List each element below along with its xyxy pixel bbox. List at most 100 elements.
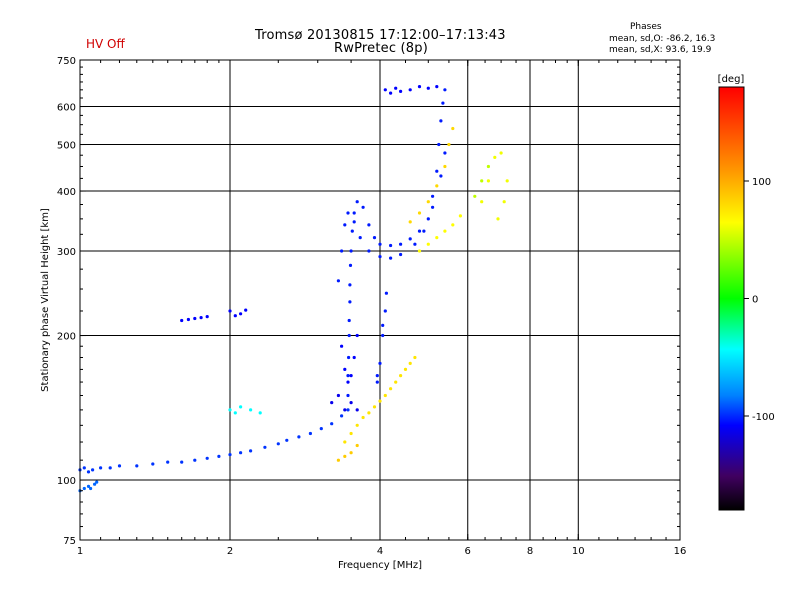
echo-point (381, 323, 385, 327)
echo-point (441, 101, 445, 105)
echo-point (349, 431, 353, 436)
echo-point (346, 211, 350, 215)
echo-point (431, 205, 435, 209)
y-tick-label: 750 (57, 56, 76, 67)
colorbar-tick-label: -100 (752, 412, 775, 423)
x-tick-label: 4 (377, 546, 383, 557)
phases-o-stats: mean, sd,O: -86.2, 16.3 (609, 34, 716, 44)
echo-point (249, 408, 253, 412)
echo-point (91, 468, 95, 472)
echo-point (389, 387, 393, 391)
echo-point (346, 380, 350, 384)
echo-point (86, 484, 91, 488)
echo-point (417, 229, 422, 233)
echo-point (381, 333, 385, 338)
echo-point (361, 415, 365, 420)
echo-point (443, 229, 447, 233)
echo-point (408, 88, 412, 92)
echo-point (151, 462, 155, 466)
echo-point (205, 456, 209, 460)
echo-point (348, 263, 353, 267)
echo-point (451, 223, 455, 227)
x-axis-label: Frequency [MHz] (338, 560, 422, 571)
echo-point (355, 443, 359, 448)
echo-point (383, 88, 387, 92)
echo-point (336, 458, 340, 462)
echo-point (99, 466, 103, 470)
echo-point (431, 194, 435, 198)
echo-point (349, 249, 353, 253)
echo-point (361, 205, 365, 209)
echo-point (180, 318, 184, 323)
echo-point (408, 361, 412, 365)
hv-status-label: HV Off (86, 37, 125, 51)
echo-point (399, 242, 403, 246)
echo-point (389, 243, 393, 248)
echo-point (375, 380, 379, 384)
x-tick-label: 1 (77, 546, 83, 557)
colorbar-tick-label: 100 (752, 177, 771, 188)
chart-subtitle: RwPretec (8p) (334, 41, 428, 56)
echo-point (343, 454, 347, 458)
echo-point (205, 315, 209, 319)
echo-point (426, 200, 430, 204)
echo-point (86, 470, 91, 474)
echo-point (349, 401, 353, 405)
echo-point (367, 249, 371, 253)
echo-point (228, 453, 232, 457)
echo-point (439, 174, 443, 178)
echo-point (233, 314, 237, 318)
echo-point (233, 411, 237, 415)
y-tick-label: 300 (57, 247, 76, 258)
echo-point (336, 279, 340, 283)
chart-title: Tromsø 20130815 17:12:00–17:13:43 (255, 28, 506, 43)
echo-point (166, 460, 170, 464)
phases-x-stats: mean, sd,X: 93.6, 19.9 (609, 45, 712, 55)
echo-point (93, 482, 97, 486)
echo-point (367, 411, 371, 415)
echo-point (346, 374, 350, 378)
echo-point (352, 355, 356, 360)
echo-point (82, 486, 86, 491)
echo-point (193, 458, 197, 462)
echo-point (447, 142, 451, 147)
echo-point (336, 393, 340, 398)
echo-point (346, 393, 350, 398)
echo-point (89, 486, 93, 491)
echo-point (493, 155, 497, 159)
echo-point (413, 242, 417, 246)
echo-point (297, 435, 301, 439)
echo-point (346, 408, 350, 412)
echo-point (95, 480, 99, 484)
echo-point (352, 211, 356, 215)
echo-point (378, 361, 382, 365)
echo-point (399, 252, 403, 257)
echo-point (383, 393, 387, 398)
y-tick-label: 100 (57, 476, 76, 487)
echo-point (413, 355, 417, 360)
echo-point (343, 223, 347, 227)
echo-point (367, 223, 371, 227)
echo-point (399, 89, 403, 93)
echo-point (239, 312, 243, 316)
echo-point (384, 291, 388, 295)
y-axis-label: Stationary phase Virtual Height [km] (40, 208, 51, 392)
echo-point (408, 220, 412, 224)
y-tick-label: 500 (57, 141, 76, 152)
echo-point (435, 184, 439, 188)
echo-point (239, 405, 243, 409)
echo-point (505, 179, 509, 183)
echo-point (347, 318, 351, 323)
echo-point (372, 405, 377, 409)
echo-point (378, 242, 382, 246)
echo-point (496, 217, 500, 221)
echo-point (347, 355, 351, 360)
x-tick-label: 6 (465, 546, 471, 557)
echo-point (239, 451, 243, 455)
echo-point (378, 255, 382, 259)
echo-point (443, 88, 447, 92)
echo-point (199, 316, 203, 320)
echo-point (394, 86, 398, 90)
echo-point (340, 414, 344, 418)
